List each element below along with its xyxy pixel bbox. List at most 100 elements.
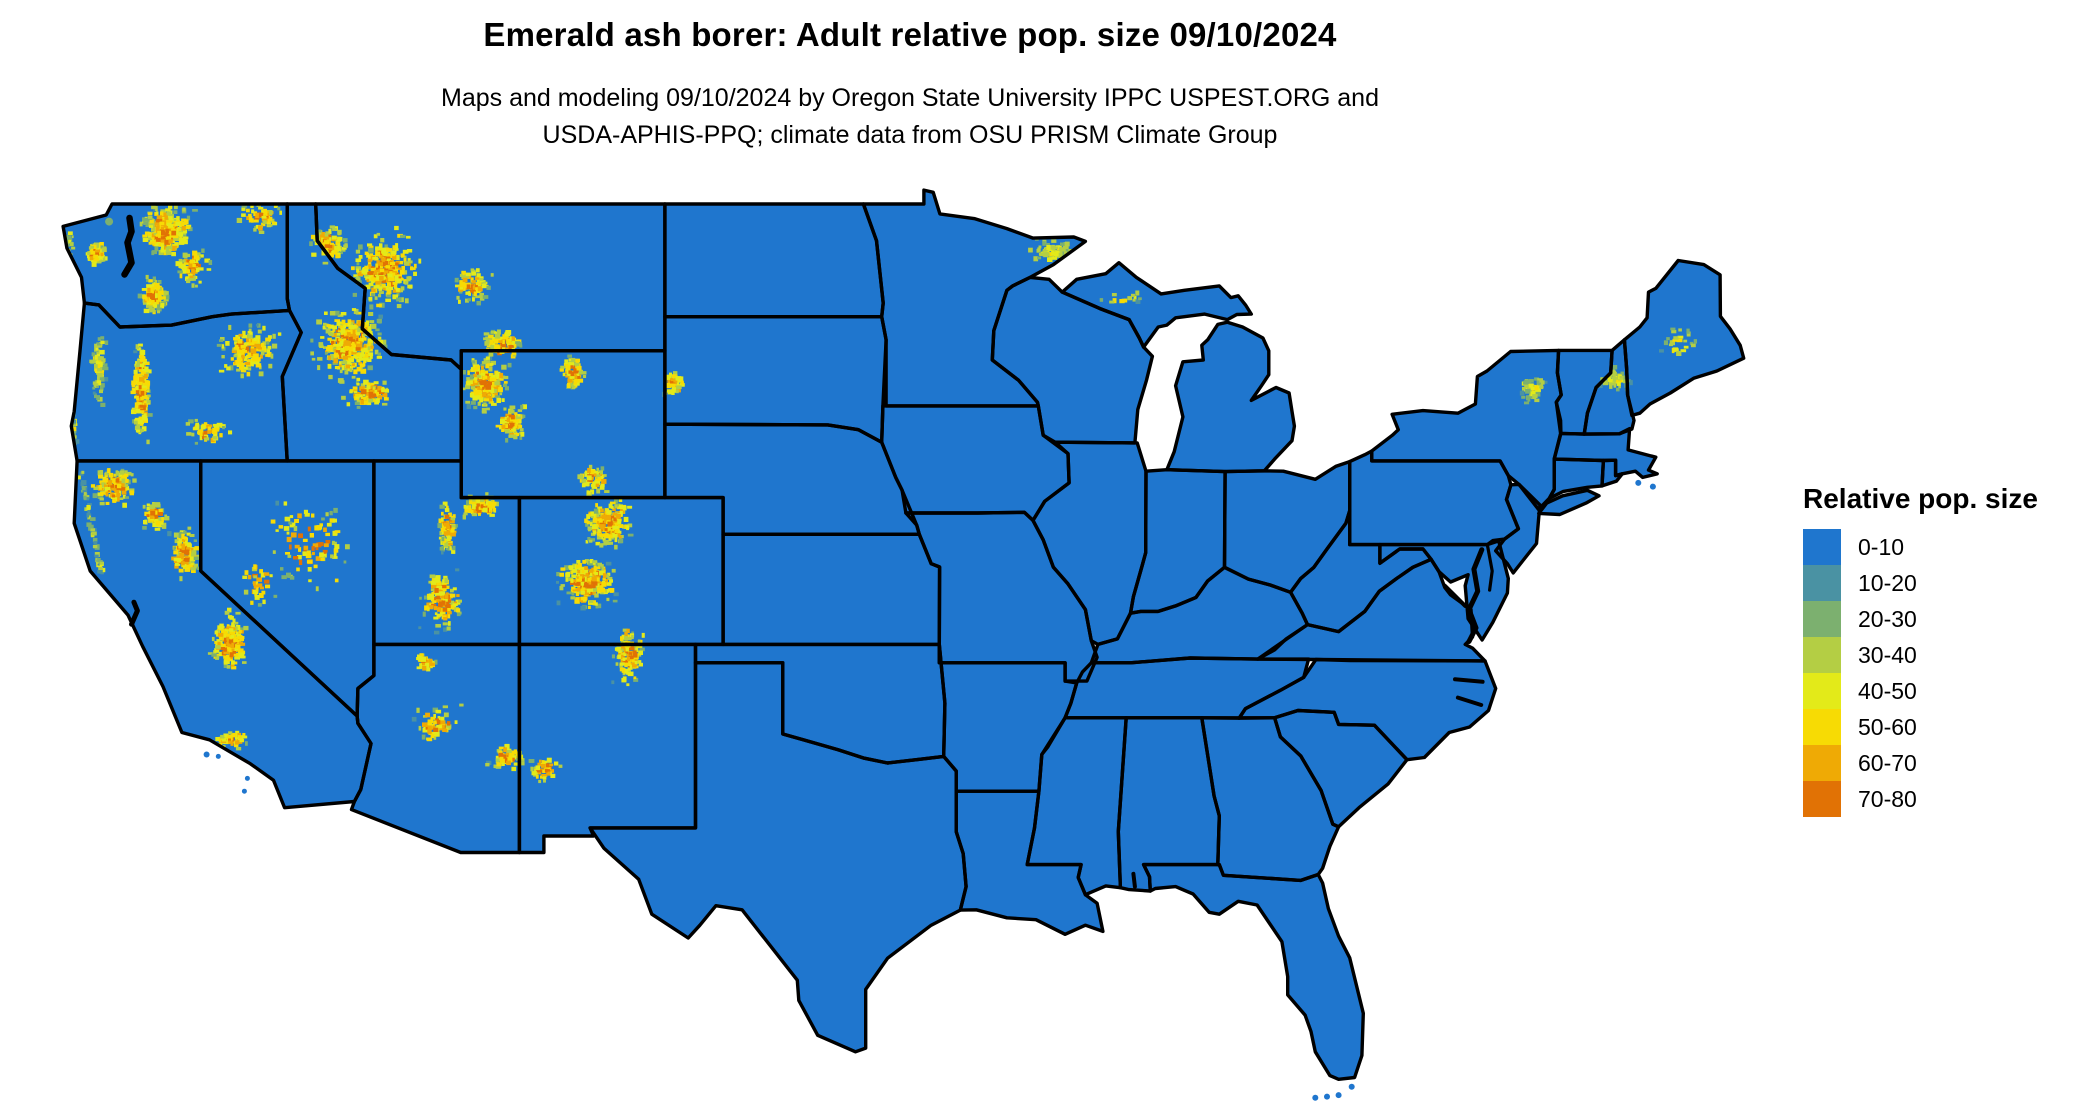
legend-item-label: 50-60 bbox=[1858, 713, 1917, 740]
state-arizona bbox=[351, 644, 520, 853]
island bbox=[1335, 1092, 1342, 1099]
state-michigan-up bbox=[1062, 262, 1252, 348]
state-nebraska bbox=[664, 424, 920, 535]
island bbox=[215, 753, 221, 759]
state-wyoming bbox=[461, 350, 665, 498]
state-south-dakota bbox=[664, 316, 887, 443]
state-wisconsin bbox=[992, 277, 1153, 443]
state-border-maine bbox=[1622, 258, 1746, 418]
legend-item-label: 60-70 bbox=[1858, 749, 1917, 776]
island bbox=[1649, 483, 1656, 490]
state-missouri bbox=[905, 512, 1098, 682]
legend-item-label: 30-40 bbox=[1858, 641, 1917, 668]
state-border-maryland bbox=[1378, 539, 1510, 642]
legend-item-label: 10-20 bbox=[1858, 569, 1917, 596]
state-idaho bbox=[282, 204, 462, 461]
state-tennessee bbox=[1065, 658, 1309, 719]
legend-swatch-30-40 bbox=[1803, 637, 1841, 673]
legend-swatch-0-10 bbox=[1803, 529, 1841, 565]
state-massachusetts bbox=[1554, 428, 1658, 478]
island bbox=[1324, 1093, 1330, 1100]
island bbox=[105, 217, 114, 226]
legend-items: 0-10 10-20 20-30 30-40 40-50 50-60 60-70 70-80 bbox=[1803, 529, 2038, 817]
state-illinois bbox=[1033, 442, 1146, 645]
legend-swatch-50-60 bbox=[1803, 709, 1841, 745]
mobile-bay bbox=[1131, 871, 1137, 889]
state-long-island bbox=[1538, 490, 1599, 515]
population-raster-speckles bbox=[65, 202, 1697, 784]
legend-item: 60-70 bbox=[1803, 745, 2038, 781]
island bbox=[1348, 1083, 1355, 1090]
state-arkansas bbox=[939, 644, 1077, 792]
state-virginia bbox=[1257, 559, 1485, 661]
legend-item: 10-20 bbox=[1803, 565, 2038, 601]
state-border-texas bbox=[588, 661, 968, 1054]
state-michigan-lp bbox=[1166, 322, 1295, 472]
legend-item-label: 70-80 bbox=[1858, 785, 1917, 812]
page-title: Emerald ash borer: Adult relative pop. s… bbox=[483, 16, 1337, 53]
island bbox=[241, 788, 247, 794]
water-features bbox=[121, 214, 1494, 889]
state-minnesota bbox=[863, 190, 1086, 406]
state-florida bbox=[1143, 864, 1364, 1080]
island bbox=[1635, 479, 1642, 486]
state-south-carolina bbox=[1274, 710, 1407, 827]
state-oklahoma bbox=[695, 644, 945, 763]
legend-swatch-20-30 bbox=[1803, 601, 1841, 637]
san-francisco-bay bbox=[129, 599, 140, 627]
islands bbox=[105, 217, 1656, 1101]
legend-item: 50-60 bbox=[1803, 709, 2038, 745]
state-border-long-island bbox=[1537, 488, 1601, 517]
subtitle-line-2: USDA-APHIS-PPQ; climate data from OSU PR… bbox=[542, 121, 1278, 149]
legend-item: 70-80 bbox=[1803, 781, 2038, 817]
state-vermont bbox=[1556, 350, 1613, 435]
state-louisiana bbox=[956, 791, 1103, 935]
state-georgia bbox=[1201, 717, 1339, 881]
state-new-mexico bbox=[519, 644, 696, 853]
state-iowa bbox=[881, 405, 1070, 521]
state-kansas bbox=[723, 534, 940, 645]
state-border-wisconsin bbox=[990, 275, 1155, 445]
state-border-north-carolina bbox=[1237, 657, 1498, 762]
state-border-nebraska bbox=[663, 422, 921, 536]
state-oregon bbox=[71, 303, 302, 461]
state-pennsylvania bbox=[1349, 451, 1519, 545]
legend-swatch-40-50 bbox=[1803, 673, 1841, 709]
legend-item: 30-40 bbox=[1803, 637, 2038, 673]
legend-swatch-60-70 bbox=[1803, 745, 1841, 781]
state-colorado bbox=[519, 497, 724, 645]
potomac-river bbox=[1442, 583, 1468, 608]
state-borders bbox=[61, 188, 1746, 1081]
header: Emerald ash borer: Adult relative pop. s… bbox=[0, 16, 1820, 154]
subtitle-line-1: Maps and modeling 09/10/2024 by Oregon S… bbox=[441, 84, 1379, 112]
legend-swatch-10-20 bbox=[1803, 565, 1841, 601]
state-border-michigan-up bbox=[1060, 261, 1253, 349]
state-west-virginia bbox=[1290, 510, 1432, 632]
island bbox=[244, 775, 250, 781]
island bbox=[203, 751, 210, 758]
delaware-state-border bbox=[1485, 543, 1494, 592]
state-border-florida bbox=[1141, 862, 1365, 1081]
state-alabama bbox=[1118, 717, 1220, 891]
legend-title: Relative pop. size bbox=[1803, 483, 2038, 514]
state-new-york bbox=[1371, 350, 1562, 510]
state-maine bbox=[1624, 260, 1744, 416]
state-indiana bbox=[1130, 469, 1226, 614]
legend-item-label: 40-50 bbox=[1858, 677, 1917, 704]
legend: Relative pop. size 0-10 10-20 20-30 30-40 40… bbox=[1803, 483, 2038, 817]
albemarle-sound bbox=[1453, 677, 1485, 684]
state-connecticut bbox=[1549, 459, 1604, 499]
puget-sound bbox=[121, 214, 135, 278]
state-north-carolina bbox=[1239, 659, 1496, 760]
chesapeake-bay bbox=[1466, 547, 1485, 644]
legend-item: 40-50 bbox=[1803, 673, 2038, 709]
legend-item-label: 0-10 bbox=[1858, 533, 1905, 560]
state-north-dakota bbox=[664, 204, 884, 317]
legend-swatch-70-80 bbox=[1803, 781, 1841, 817]
pamlico-sound bbox=[1455, 695, 1484, 707]
state-kentucky bbox=[1091, 567, 1308, 663]
legend-item: 20-30 bbox=[1803, 601, 2038, 637]
island bbox=[1312, 1094, 1319, 1101]
